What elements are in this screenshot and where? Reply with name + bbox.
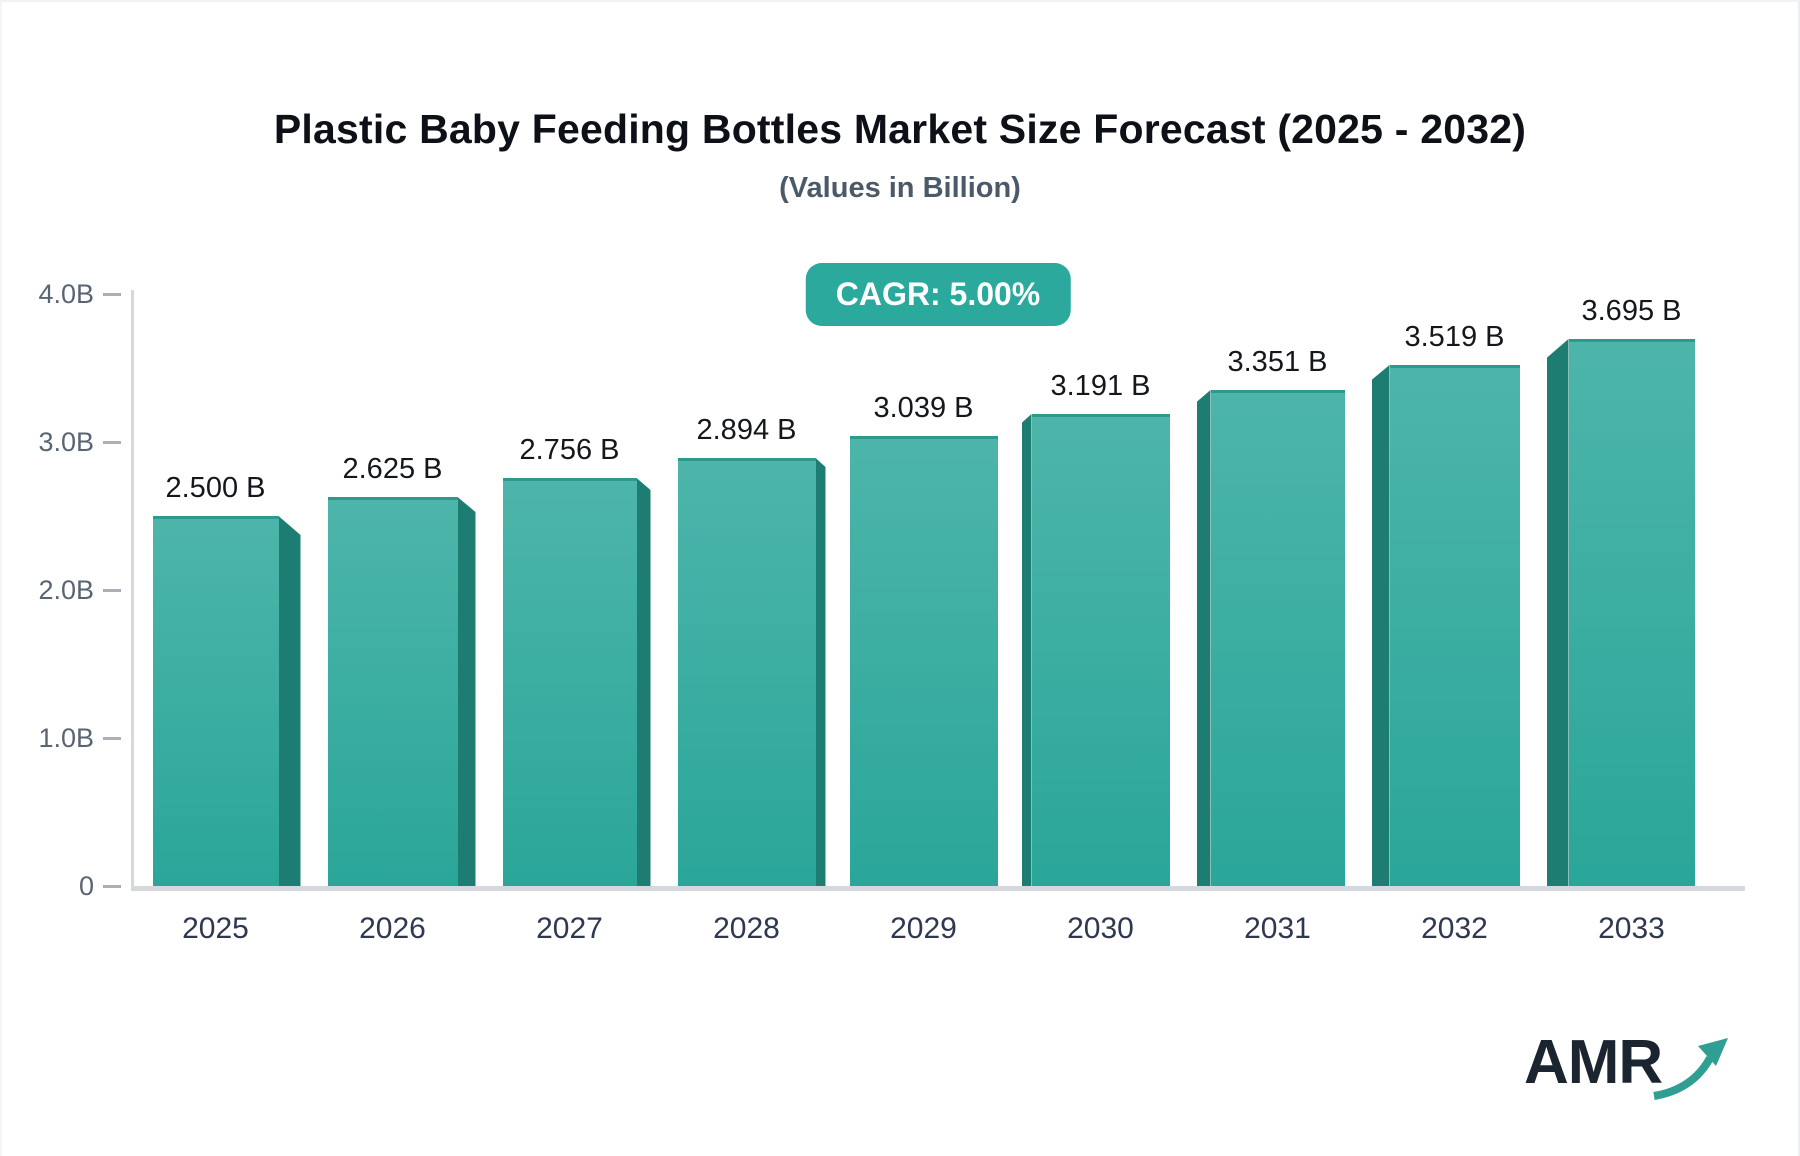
y-tick bbox=[103, 441, 121, 444]
y-tick bbox=[103, 293, 121, 296]
x-axis-line bbox=[131, 886, 1745, 891]
bar-side-2028 bbox=[815, 458, 826, 886]
bar-side-2033 bbox=[1546, 339, 1569, 886]
bar-value-label: 3.039 B bbox=[873, 392, 974, 424]
y-tick-label: 1.0B bbox=[38, 723, 94, 753]
x-tick-label: 2029 bbox=[890, 912, 957, 945]
x-tick-label: 2033 bbox=[1598, 912, 1665, 945]
bar-2032 bbox=[1389, 365, 1520, 886]
bar-2033 bbox=[1568, 339, 1695, 886]
chart-title: Plastic Baby Feeding Bottles Market Size… bbox=[273, 106, 1527, 152]
bar-2026 bbox=[327, 497, 458, 886]
bar-2030 bbox=[1031, 414, 1170, 886]
cagr-badge: CAGR: 5.00% bbox=[805, 263, 1071, 326]
chart-subtitle: (Values in Billion) bbox=[779, 172, 1021, 204]
x-tick-label: 2026 bbox=[359, 912, 426, 945]
bar-side-2025 bbox=[278, 516, 301, 886]
y-tick bbox=[103, 737, 121, 740]
bar-value-label: 2.500 B bbox=[165, 472, 266, 504]
amr-logo: AMR bbox=[1524, 1032, 1784, 1128]
bar-2027 bbox=[502, 478, 637, 886]
bar-side-2032 bbox=[1371, 365, 1390, 886]
y-tick bbox=[103, 885, 121, 888]
bar-2031 bbox=[1210, 390, 1345, 886]
bar-value-label: 3.191 B bbox=[1050, 370, 1151, 402]
bar-value-label: 3.519 B bbox=[1404, 321, 1505, 353]
bar-2029 bbox=[849, 436, 998, 886]
y-tick-label: 0 bbox=[78, 871, 94, 901]
x-tick-label: 2028 bbox=[713, 912, 780, 945]
y-tick-label: 4.0B bbox=[38, 279, 94, 309]
bar-side-2030 bbox=[1021, 414, 1032, 886]
y-axis-line bbox=[131, 290, 134, 886]
bar-value-label: 3.351 B bbox=[1227, 346, 1328, 378]
x-tick-label: 2030 bbox=[1067, 912, 1134, 945]
bar-2025 bbox=[152, 516, 279, 886]
growth-arrow-icon bbox=[1653, 1038, 1728, 1100]
bar-value-label: 2.756 B bbox=[519, 434, 620, 466]
bar-2028 bbox=[677, 458, 816, 886]
x-tick-label: 2025 bbox=[182, 912, 249, 945]
bar-side-2031 bbox=[1196, 390, 1211, 886]
bar-value-label: 2.894 B bbox=[696, 414, 797, 446]
bar-side-2027 bbox=[636, 478, 651, 886]
bar-side-2026 bbox=[457, 497, 476, 886]
x-tick-label: 2031 bbox=[1244, 912, 1311, 945]
y-tick bbox=[103, 589, 121, 592]
bar-value-label: 3.695 B bbox=[1581, 295, 1682, 327]
bar-value-label: 2.625 B bbox=[342, 453, 443, 485]
y-tick-label: 2.0B bbox=[38, 575, 94, 605]
x-tick-label: 2032 bbox=[1421, 912, 1488, 945]
x-tick-label: 2027 bbox=[536, 912, 603, 945]
y-tick-label: 3.0B bbox=[38, 427, 94, 457]
amr-logo-text: AMR bbox=[1524, 1028, 1663, 1097]
